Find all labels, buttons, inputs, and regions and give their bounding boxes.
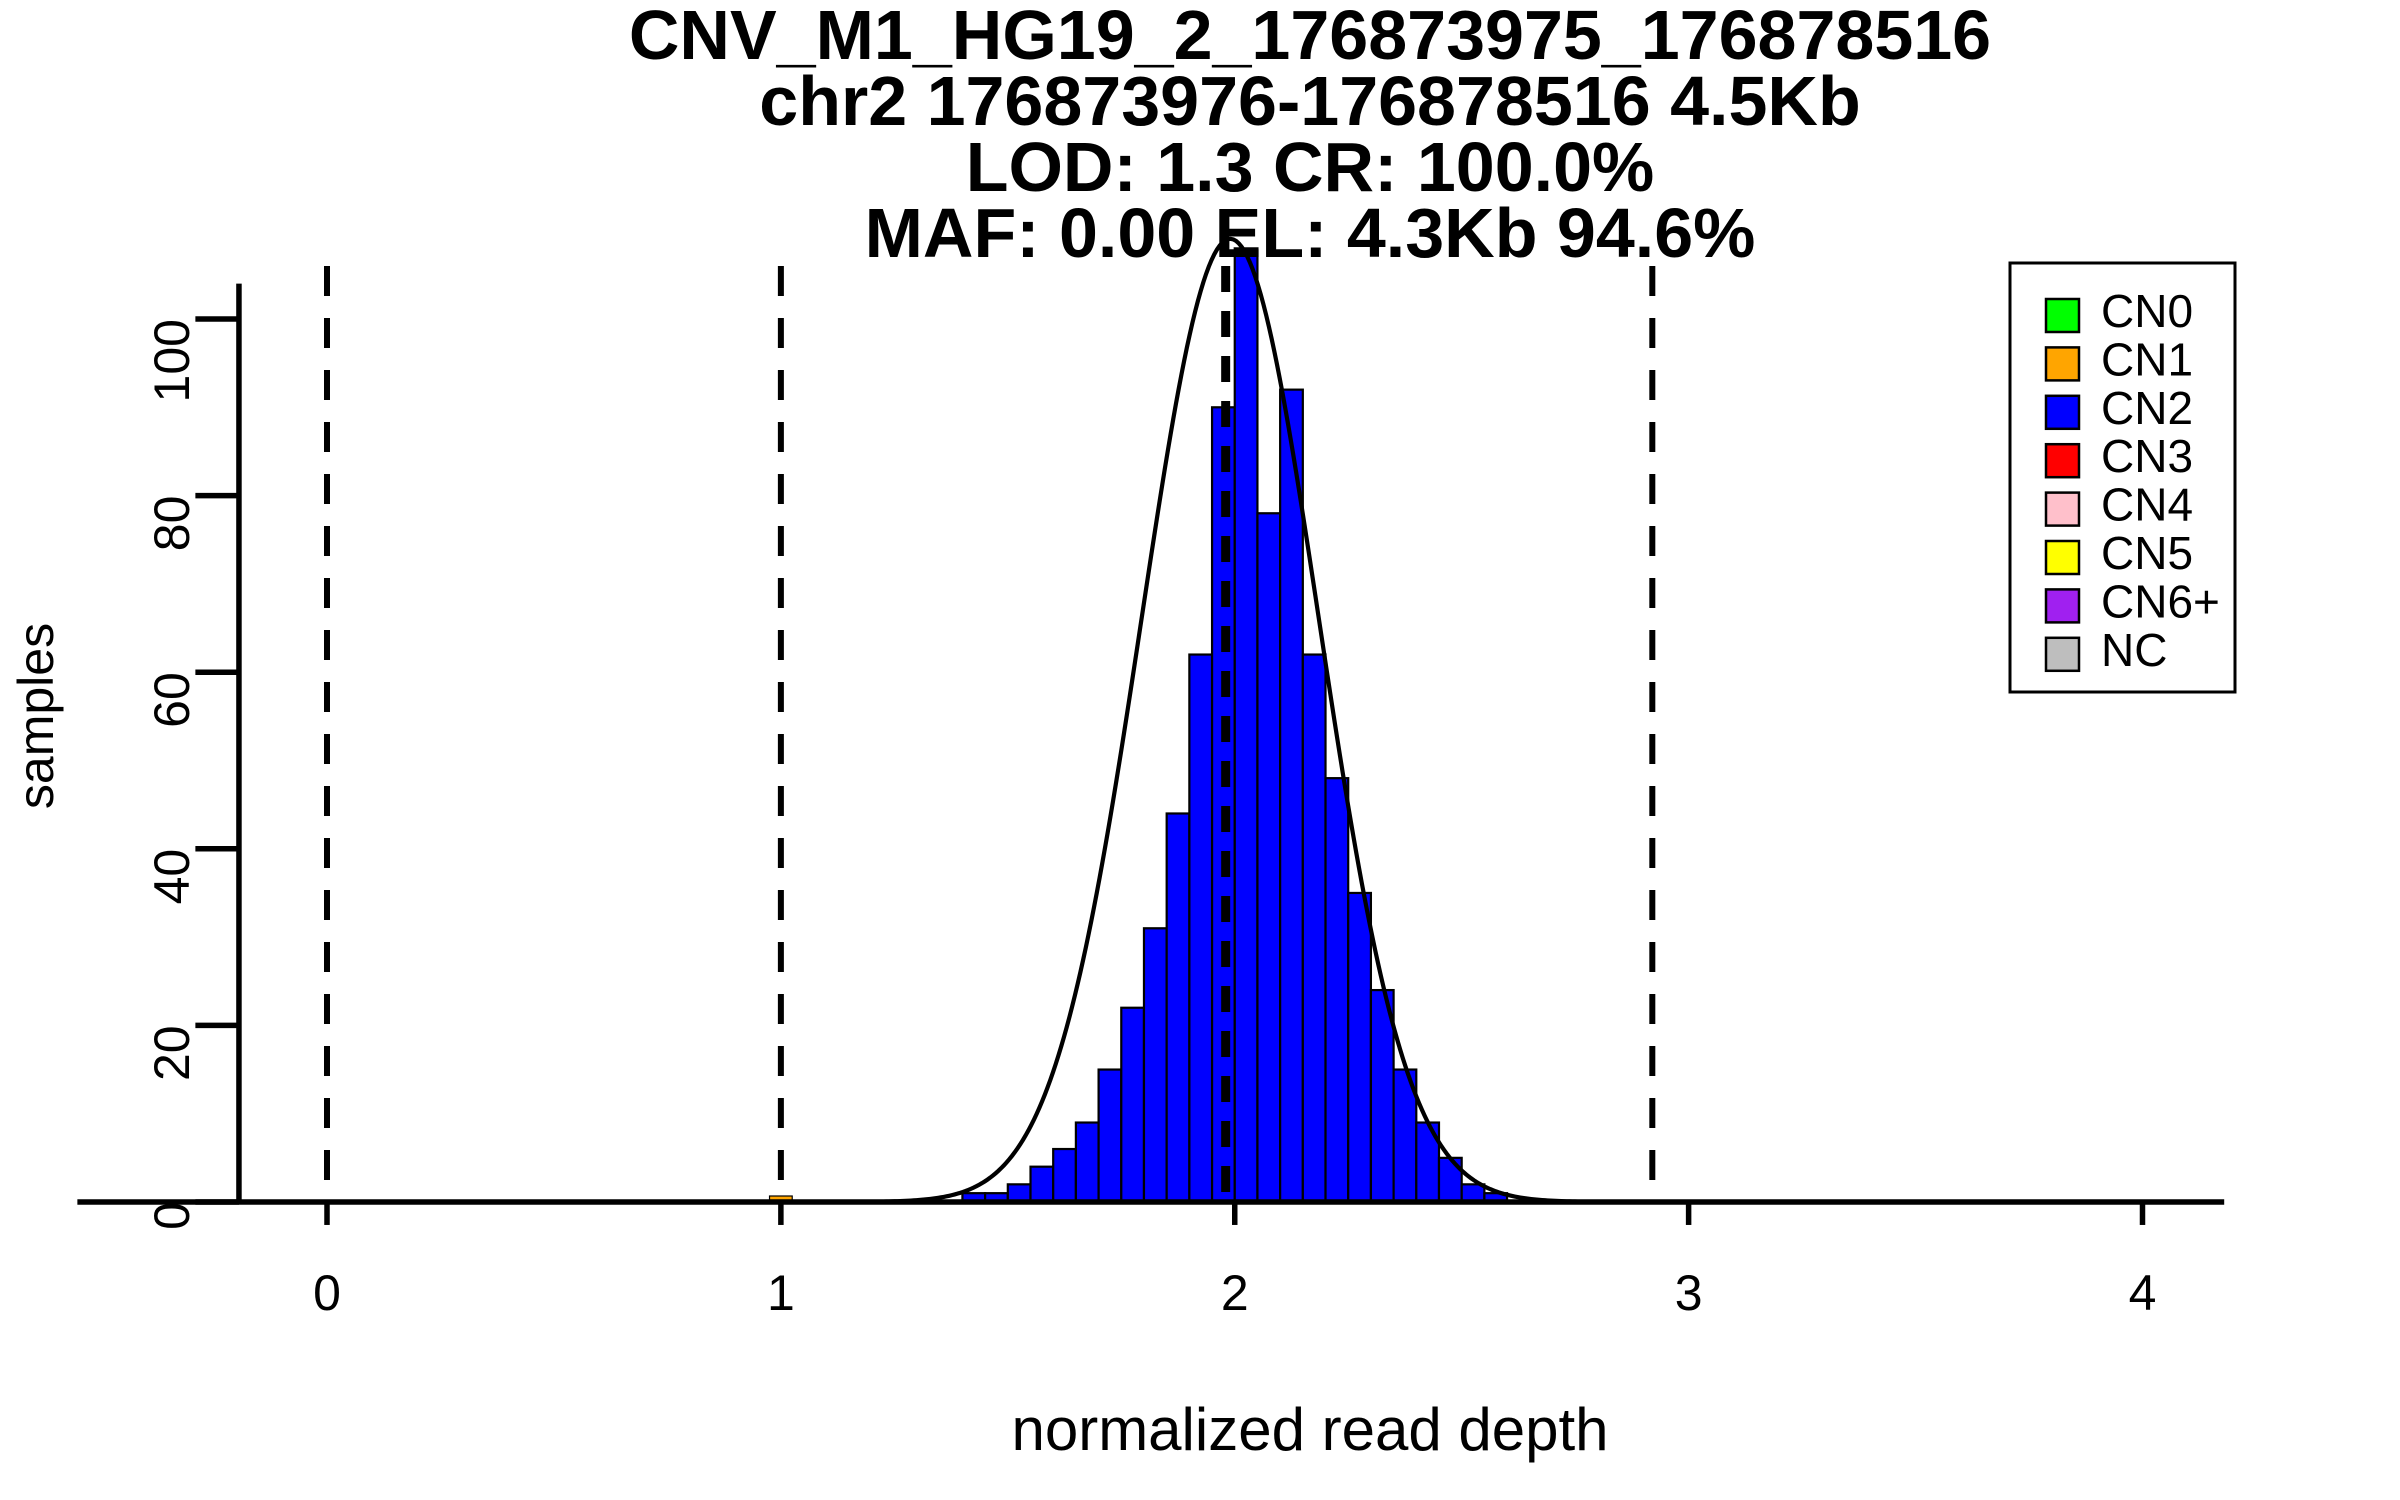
svg-text:80: 80 [144,496,200,552]
svg-text:40: 40 [144,849,200,905]
svg-text:CN3: CN3 [2101,430,2193,482]
svg-text:0: 0 [313,1265,341,1321]
svg-text:4: 4 [2129,1265,2157,1321]
svg-text:60: 60 [144,672,200,728]
svg-text:3: 3 [1675,1265,1703,1321]
svg-text:CN1: CN1 [2101,333,2193,385]
svg-text:1: 1 [767,1265,795,1321]
svg-text:CN4: CN4 [2101,479,2193,531]
svg-text:20: 20 [144,1025,200,1081]
svg-text:0: 0 [144,1202,200,1230]
svg-text:CN2: CN2 [2101,382,2193,434]
svg-text:2: 2 [1221,1265,1249,1321]
svg-text:samples: samples [8,623,64,809]
svg-text:CN0: CN0 [2101,285,2193,337]
svg-text:NC: NC [2101,624,2167,676]
svg-text:CN6+: CN6+ [2101,575,2220,627]
svg-text:CN5: CN5 [2101,527,2193,579]
svg-text:100: 100 [144,319,200,402]
